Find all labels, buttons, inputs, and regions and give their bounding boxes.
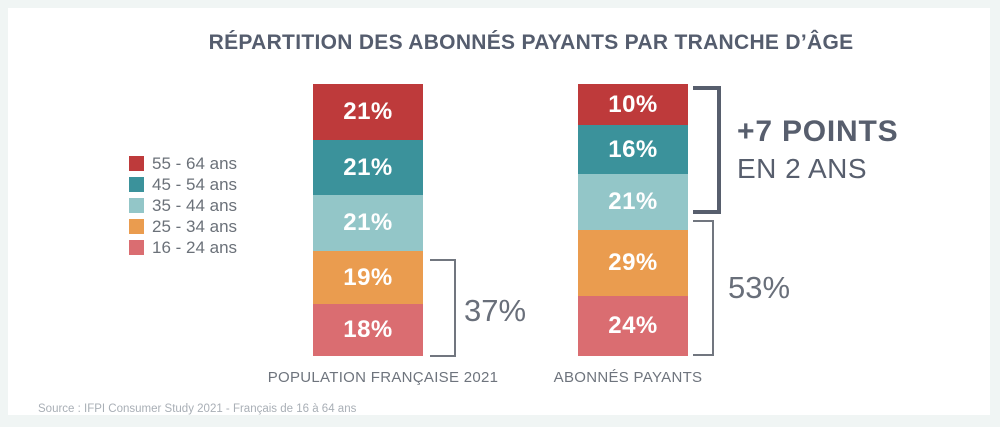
delta-period-text: EN 2 ANS xyxy=(737,152,868,184)
bar-segment: 24% xyxy=(578,296,688,357)
bar-segment-value: 21% xyxy=(343,209,393,237)
bar-segment: 10% xyxy=(578,84,688,126)
legend-item: 55 - 64 ans xyxy=(129,153,237,174)
source-note: Source : IFPI Consumer Study 2021 - Fran… xyxy=(38,403,357,415)
bar-segment-value: 21% xyxy=(343,97,393,125)
bar-segment: 19% xyxy=(313,251,423,305)
legend-item: 25 - 34 ans xyxy=(129,216,237,237)
legend-label: 25 - 34 ans xyxy=(152,216,238,236)
bar-segment: 21% xyxy=(313,139,423,196)
sum-label-subscribers: 53% xyxy=(728,270,791,305)
bar-segment: 21% xyxy=(313,195,423,252)
legend-label: 35 - 44 ans xyxy=(152,195,238,215)
chart-title: RÉPARTITION DES ABONNÉS PAYANTS PAR TRAN… xyxy=(208,31,854,54)
stacked-bar-abonnes-payants: 10% 16% 21% 29% 24% xyxy=(578,84,688,357)
sum-label-population: 37% xyxy=(464,293,527,328)
legend-label: 55 - 64 ans xyxy=(152,153,238,173)
chart-card: RÉPARTITION DES ABONNÉS PAYANTS PAR TRAN… xyxy=(8,8,990,415)
bar-segment-value: 24% xyxy=(608,312,658,340)
bar-segment: 29% xyxy=(578,230,688,297)
legend-item: 35 - 44 ans xyxy=(129,195,237,216)
legend-swatch xyxy=(129,240,144,255)
bracket-delta-top-segments xyxy=(693,86,721,214)
category-label-population: POPULATION FRANÇAISE 2021 xyxy=(267,369,499,386)
legend-item: 45 - 54 ans xyxy=(129,174,237,195)
delta-callout: +7 POINTS EN 2 ANS xyxy=(737,113,898,186)
legend-swatch xyxy=(129,177,144,192)
legend: 55 - 64 ans 45 - 54 ans 35 - 44 ans 25 - 34… xyxy=(129,153,237,258)
category-label-subscribers: ABONNÉS PAYANTS xyxy=(553,369,703,386)
legend-swatch xyxy=(129,219,144,234)
bar-segment-value: 29% xyxy=(608,249,658,277)
bar-segment: 21% xyxy=(313,84,423,140)
bar-segment-value: 10% xyxy=(608,90,658,118)
bar-segment: 21% xyxy=(578,174,688,231)
delta-points-text: +7 POINTS xyxy=(737,115,899,148)
bracket-subscribers-bottom-sum xyxy=(693,220,714,356)
legend-swatch xyxy=(129,198,144,213)
bar-segment: 18% xyxy=(313,304,423,356)
bar-segment-value: 21% xyxy=(343,153,393,181)
bracket-population-bottom-sum xyxy=(430,259,456,357)
bar-segment-value: 21% xyxy=(608,188,658,216)
legend-swatch xyxy=(129,156,144,171)
bar-segment: 16% xyxy=(578,125,688,175)
bar-segment-value: 18% xyxy=(343,316,393,344)
legend-label: 45 - 54 ans xyxy=(152,174,238,194)
bar-segment-value: 19% xyxy=(343,263,393,291)
bar-segment-value: 16% xyxy=(608,135,658,163)
legend-label: 16 - 24 ans xyxy=(152,237,238,257)
legend-item: 16 - 24 ans xyxy=(129,237,237,258)
stacked-bar-population-francaise: 21% 21% 21% 19% 18% xyxy=(313,84,423,356)
